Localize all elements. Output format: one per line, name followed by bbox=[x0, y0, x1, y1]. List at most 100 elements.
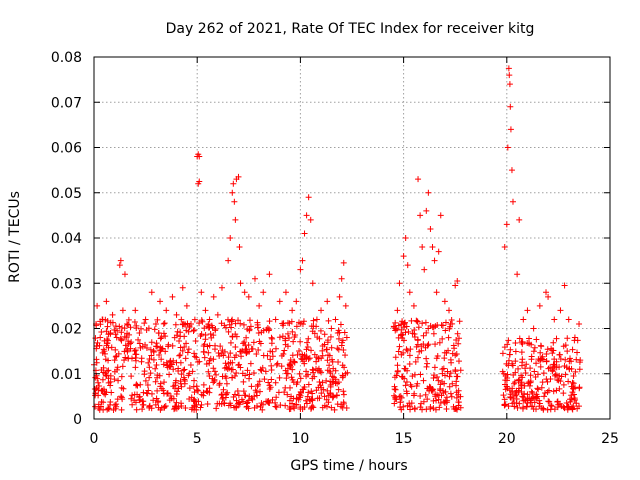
data-point bbox=[260, 289, 267, 296]
band-point bbox=[512, 358, 519, 365]
band-point bbox=[526, 382, 533, 389]
band-point bbox=[562, 356, 569, 363]
band-point bbox=[401, 324, 408, 331]
band-point bbox=[323, 377, 330, 384]
band-point bbox=[333, 392, 340, 399]
band-point bbox=[141, 320, 148, 327]
data-point bbox=[503, 221, 510, 228]
data-point bbox=[313, 316, 320, 323]
band-point bbox=[554, 398, 561, 405]
band-point bbox=[98, 387, 105, 394]
band-point bbox=[303, 400, 310, 407]
band-point bbox=[529, 390, 536, 397]
band-point bbox=[160, 387, 167, 394]
band-point bbox=[551, 362, 558, 369]
band-point bbox=[188, 394, 195, 401]
band-point bbox=[235, 317, 242, 324]
band-point bbox=[408, 317, 415, 324]
band-point bbox=[293, 323, 300, 330]
data-point bbox=[245, 293, 252, 300]
band-point bbox=[565, 404, 572, 411]
band-point bbox=[400, 403, 407, 410]
band-point bbox=[121, 333, 128, 340]
band-point bbox=[512, 348, 519, 355]
data-point bbox=[514, 271, 521, 278]
band-point bbox=[206, 372, 213, 379]
band-point bbox=[257, 404, 264, 411]
band-point bbox=[340, 388, 347, 395]
band-point bbox=[546, 398, 553, 405]
data-point bbox=[423, 207, 430, 214]
band-point bbox=[221, 348, 228, 355]
data-point bbox=[179, 284, 186, 291]
band-point bbox=[402, 365, 409, 372]
band-point bbox=[537, 363, 544, 370]
band-point bbox=[516, 335, 523, 342]
band-point bbox=[556, 351, 563, 358]
x-tick-label: 5 bbox=[193, 431, 202, 447]
band-point bbox=[141, 371, 148, 378]
data-point bbox=[169, 293, 176, 300]
data-point bbox=[425, 189, 432, 196]
band-point bbox=[392, 394, 399, 401]
band-point bbox=[434, 321, 441, 328]
data-point bbox=[545, 293, 552, 300]
band-point bbox=[552, 371, 559, 378]
band-point bbox=[334, 401, 341, 408]
band-point bbox=[294, 379, 301, 386]
band-point bbox=[208, 334, 215, 341]
band-point bbox=[222, 391, 229, 398]
band-point bbox=[576, 366, 583, 373]
data-point bbox=[303, 212, 310, 219]
band-point bbox=[204, 323, 211, 330]
band-point bbox=[254, 402, 261, 409]
band-point bbox=[321, 331, 328, 338]
band-point bbox=[304, 344, 311, 351]
band-point bbox=[265, 327, 272, 334]
data-point bbox=[111, 357, 118, 364]
band-point bbox=[169, 342, 176, 349]
band-point bbox=[571, 395, 578, 402]
data-point bbox=[152, 320, 159, 327]
band-point bbox=[94, 339, 101, 346]
band-point bbox=[134, 391, 141, 398]
band-point bbox=[403, 378, 410, 385]
band-point bbox=[190, 383, 197, 390]
band-point bbox=[516, 376, 523, 383]
band-point bbox=[520, 397, 527, 404]
band-point bbox=[131, 347, 138, 354]
band-point bbox=[515, 377, 522, 384]
data-point bbox=[183, 302, 190, 309]
band-point bbox=[527, 365, 534, 372]
band-point bbox=[273, 404, 280, 411]
band-point bbox=[146, 374, 153, 381]
band-point bbox=[200, 381, 207, 388]
band-point bbox=[246, 375, 253, 382]
band-point bbox=[256, 378, 263, 385]
band-point bbox=[178, 316, 185, 323]
band-point bbox=[118, 406, 125, 413]
band-point bbox=[284, 391, 291, 398]
band-point bbox=[394, 368, 401, 375]
data-point bbox=[437, 212, 444, 219]
band-point bbox=[296, 347, 303, 354]
band-point bbox=[173, 391, 180, 398]
data-point bbox=[561, 282, 568, 289]
data-point bbox=[507, 103, 514, 110]
band-point bbox=[254, 392, 261, 399]
band-point bbox=[406, 400, 413, 407]
band-point bbox=[448, 393, 455, 400]
band-point bbox=[540, 405, 547, 412]
band-point bbox=[561, 363, 568, 370]
band-point bbox=[128, 355, 135, 362]
band-point bbox=[329, 394, 336, 401]
data-point bbox=[94, 302, 101, 309]
band-point bbox=[158, 334, 165, 341]
band-point bbox=[254, 324, 261, 331]
band-point bbox=[225, 402, 232, 409]
band-point bbox=[529, 395, 536, 402]
band-point bbox=[132, 357, 139, 364]
data-point bbox=[524, 307, 531, 314]
band-point bbox=[505, 337, 512, 344]
band-point bbox=[447, 390, 454, 397]
